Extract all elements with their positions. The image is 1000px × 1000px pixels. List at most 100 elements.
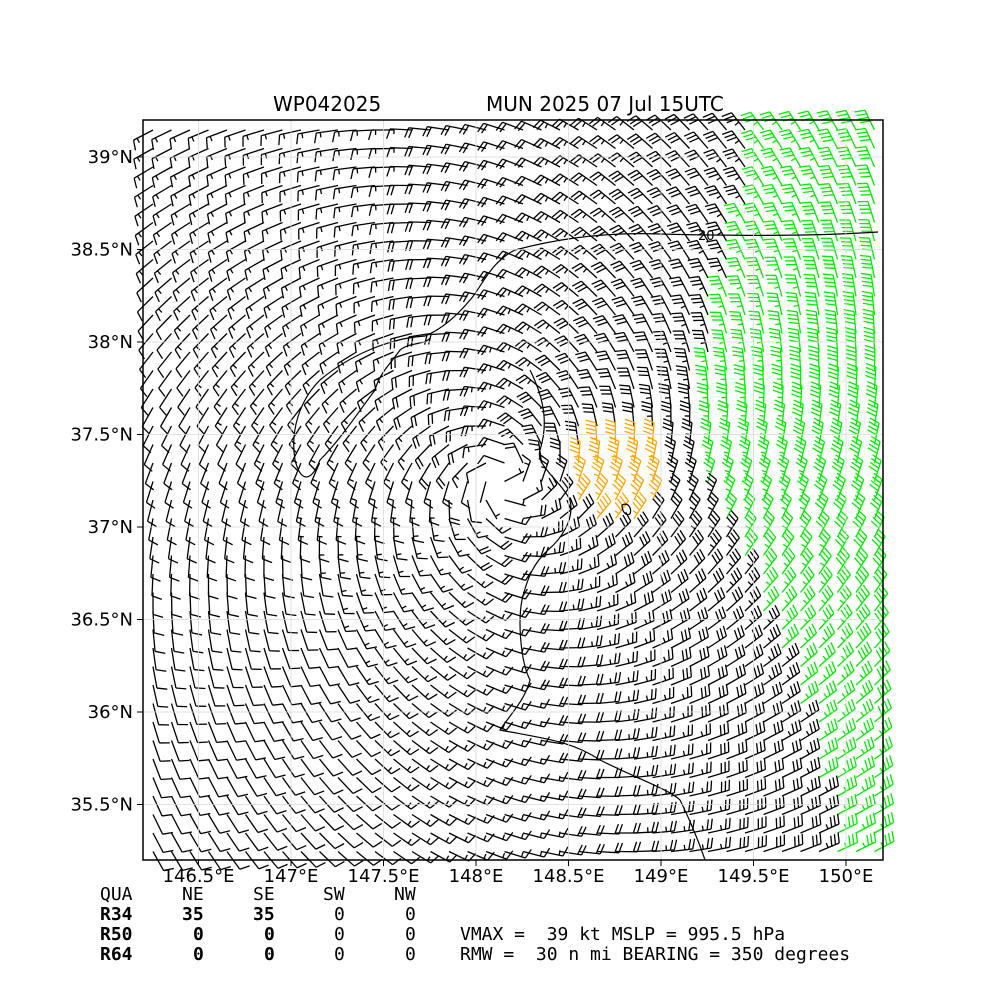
- barb-half-feather: [772, 194, 778, 199]
- wind-barb: [435, 462, 450, 490]
- wind-barb: [740, 454, 753, 482]
- wind-barb: [448, 499, 460, 526]
- barb-feather: [819, 553, 828, 563]
- wind-barb: [333, 499, 344, 527]
- barb-half-feather: [699, 286, 705, 291]
- wind-barb: [701, 435, 714, 464]
- wind-barb: [429, 555, 452, 576]
- barb-feather: [664, 113, 675, 120]
- barb-half-feather: [544, 160, 549, 166]
- barb-feather: [714, 529, 722, 539]
- wind-barb: [781, 566, 797, 593]
- barb-half-feather: [753, 194, 759, 199]
- wind-barb: [553, 317, 579, 334]
- wind-barb: [700, 417, 712, 445]
- barb-half-feather: [321, 303, 325, 309]
- barb-feather: [624, 426, 635, 432]
- wind-barb: [813, 454, 827, 482]
- barb-feather: [173, 330, 180, 340]
- barb-half-feather: [489, 402, 492, 409]
- barb-feather: [694, 351, 705, 354]
- barb-feather: [708, 516, 717, 526]
- wind-barb: [767, 310, 783, 334]
- barb-feather: [814, 461, 824, 469]
- barb-feather: [462, 273, 470, 284]
- barb-half-feather: [340, 341, 344, 347]
- wind-barb: [429, 536, 449, 559]
- barb-feather: [611, 533, 616, 544]
- wind-barb: [522, 585, 550, 597]
- barb-feather: [496, 395, 505, 404]
- barb-feather: [260, 539, 271, 546]
- wind-barb: [698, 400, 710, 427]
- barb-shaft: [227, 277, 246, 291]
- barb-feather: [216, 444, 225, 454]
- wind-barb: [824, 309, 839, 334]
- barb-shaft: [189, 592, 192, 615]
- barb-feather: [741, 480, 751, 488]
- wind-barb: [612, 472, 627, 501]
- barb-feather: [619, 495, 627, 505]
- wind-barb: [458, 216, 487, 228]
- wind-barb: [477, 122, 505, 134]
- barb-half-feather: [689, 506, 695, 511]
- barb-feather: [386, 185, 391, 196]
- barb-feather: [657, 369, 668, 373]
- barb-half-feather: [719, 360, 726, 363]
- barb-shaft: [559, 481, 574, 501]
- barb-feather: [770, 353, 782, 358]
- barb-shaft: [245, 277, 265, 291]
- barb-feather: [350, 187, 354, 199]
- barb-feather: [408, 184, 414, 195]
- wind-barb: [351, 240, 376, 256]
- barb-shaft: [229, 351, 246, 369]
- barb-feather: [688, 243, 700, 247]
- barb-half-feather: [582, 195, 587, 201]
- wind-barb: [389, 499, 401, 527]
- barb-feather: [197, 444, 207, 454]
- barb-feather: [824, 267, 836, 269]
- barb-feather: [697, 570, 704, 581]
- barb-feather: [717, 399, 729, 405]
- barb-feather: [650, 226, 661, 232]
- barb-feather: [867, 429, 877, 436]
- barb-feather: [650, 590, 655, 602]
- barb-shaft: [242, 129, 265, 137]
- barb-feather: [845, 352, 857, 358]
- barb-feather: [409, 521, 420, 527]
- barb-half-feather: [765, 581, 771, 586]
- barb-feather: [823, 569, 831, 579]
- barb-feather: [651, 156, 662, 163]
- barb-half-feather: [400, 588, 406, 592]
- wind-barb: [504, 551, 532, 563]
- wind-barb: [155, 314, 172, 341]
- barb-feather: [804, 212, 816, 215]
- barb-feather: [691, 264, 702, 269]
- wind-barb: [374, 610, 396, 632]
- barb-feather: [686, 458, 696, 465]
- barb-feather: [444, 181, 451, 192]
- barb-feather: [628, 205, 638, 212]
- barb-feather: [661, 593, 666, 604]
- barb-feather: [863, 316, 874, 321]
- wind-barb: [302, 370, 320, 395]
- barb-feather: [207, 233, 211, 244]
- barb-feather: [730, 314, 741, 317]
- barb-feather: [869, 417, 880, 424]
- barb-half-feather: [348, 478, 354, 482]
- barb-feather: [692, 513, 701, 523]
- barb-feather: [760, 147, 771, 152]
- wind-barb: [260, 518, 271, 546]
- barb-half-feather: [284, 266, 288, 272]
- barb-feather: [608, 188, 619, 195]
- barb-half-feather: [734, 139, 740, 144]
- barb-feather: [189, 252, 194, 264]
- barb-feather: [801, 186, 812, 190]
- wind-barb: [234, 425, 247, 454]
- barb-feather: [799, 516, 808, 526]
- barb-feather: [813, 417, 824, 424]
- wind-barb: [633, 531, 651, 556]
- barb-feather: [871, 498, 881, 507]
- wind-barb: [837, 164, 857, 186]
- wind-barb: [412, 425, 431, 449]
